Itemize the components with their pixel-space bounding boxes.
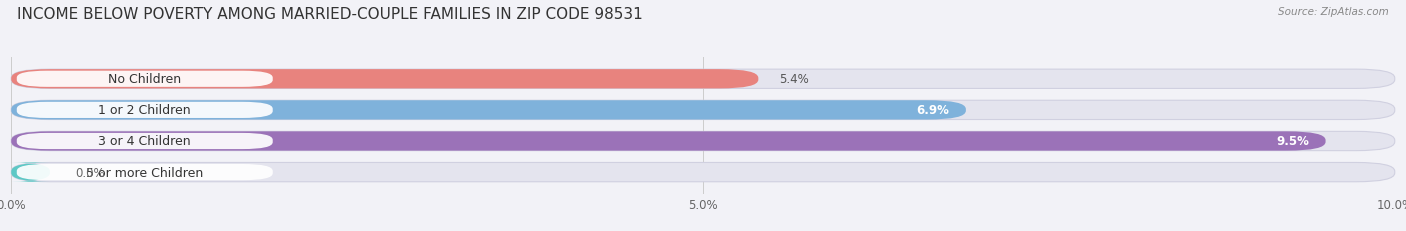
FancyBboxPatch shape <box>17 164 273 180</box>
FancyBboxPatch shape <box>11 101 966 120</box>
FancyBboxPatch shape <box>11 163 51 182</box>
Text: 6.9%: 6.9% <box>917 104 949 117</box>
FancyBboxPatch shape <box>11 70 1395 89</box>
FancyBboxPatch shape <box>11 101 1395 120</box>
Text: 5.4%: 5.4% <box>779 73 808 86</box>
FancyBboxPatch shape <box>11 163 1395 182</box>
Text: 3 or 4 Children: 3 or 4 Children <box>98 135 191 148</box>
Text: 5 or more Children: 5 or more Children <box>86 166 204 179</box>
Text: No Children: No Children <box>108 73 181 86</box>
Text: 1 or 2 Children: 1 or 2 Children <box>98 104 191 117</box>
FancyBboxPatch shape <box>11 132 1395 151</box>
Text: 9.5%: 9.5% <box>1277 135 1309 148</box>
Text: Source: ZipAtlas.com: Source: ZipAtlas.com <box>1278 7 1389 17</box>
FancyBboxPatch shape <box>17 71 273 88</box>
Text: INCOME BELOW POVERTY AMONG MARRIED-COUPLE FAMILIES IN ZIP CODE 98531: INCOME BELOW POVERTY AMONG MARRIED-COUPL… <box>17 7 643 22</box>
FancyBboxPatch shape <box>11 132 1326 151</box>
FancyBboxPatch shape <box>17 102 273 119</box>
Text: 0.0%: 0.0% <box>75 166 104 179</box>
FancyBboxPatch shape <box>11 70 758 89</box>
FancyBboxPatch shape <box>17 133 273 149</box>
